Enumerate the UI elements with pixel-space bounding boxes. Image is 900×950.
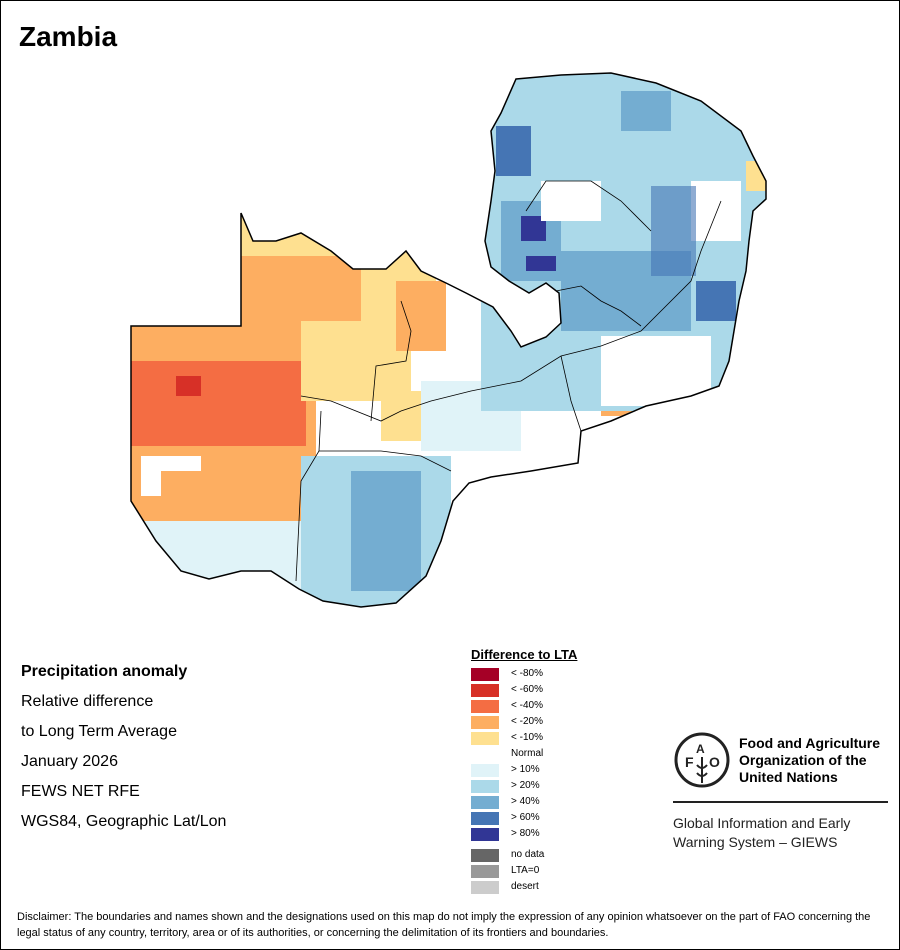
- svg-text:O: O: [709, 754, 720, 770]
- legend-swatch: [471, 795, 499, 809]
- legend-label: < -40%: [511, 700, 543, 711]
- legend-swatch: [471, 699, 499, 713]
- legend-swatch: [471, 827, 499, 841]
- disclaimer: Disclaimer: The boundaries and names sho…: [17, 911, 871, 939]
- info-line: to Long Term Average: [21, 723, 177, 740]
- legend-swatch: [471, 731, 499, 745]
- legend-label: < -60%: [511, 684, 543, 695]
- giews-line: Global Information and Early: [673, 815, 851, 831]
- legend-label: < -20%: [511, 716, 543, 727]
- info-line: FEWS NET RFE: [21, 783, 140, 800]
- legend-label: Normal: [511, 748, 544, 759]
- legend-label: no data: [511, 849, 545, 860]
- legend-item: > 60%: [471, 810, 577, 826]
- legend-item: no data: [471, 847, 577, 863]
- legend-item: < -10%: [471, 730, 577, 746]
- legend-swatch: [471, 667, 499, 681]
- map-title: Zambia: [19, 21, 118, 52]
- legend-swatch: [471, 715, 499, 729]
- info-heading: Precipitation anomaly: [21, 663, 188, 680]
- legend-item: > 10%: [471, 762, 577, 778]
- anomaly-raster: [131, 73, 766, 607]
- legend-item: > 20%: [471, 778, 577, 794]
- legend-label: > 40%: [511, 796, 540, 807]
- legend-swatch: [471, 880, 499, 894]
- legend-swatch: [471, 748, 499, 761]
- legend-item: > 80%: [471, 826, 577, 842]
- legend-label: > 20%: [511, 780, 540, 791]
- legend-label: > 10%: [511, 764, 540, 775]
- legend-label: > 80%: [511, 828, 540, 839]
- legend-swatch: [471, 848, 499, 862]
- legend-label: < -80%: [511, 668, 543, 679]
- map-info: Precipitation anomaly Relative differenc…: [21, 657, 226, 837]
- legend-item: > 40%: [471, 794, 577, 810]
- fao-name-line: Organization of the: [739, 752, 867, 768]
- legend-title: Difference to LTA: [471, 647, 578, 662]
- fao-name-line: Food and Agriculture: [739, 735, 881, 751]
- legend-label: > 60%: [511, 812, 540, 823]
- legend-item: desert: [471, 879, 577, 895]
- legend-label: desert: [511, 881, 539, 892]
- info-line: January 2026: [21, 753, 118, 770]
- divider: [673, 801, 888, 803]
- legend-item: < -40%: [471, 698, 577, 714]
- legend-item: < -80%: [471, 666, 577, 682]
- svg-text:A: A: [696, 742, 705, 756]
- info-line: WGS84, Geographic Lat/Lon: [21, 813, 227, 830]
- legend-item: LTA=0: [471, 863, 577, 879]
- fao-name: Food and Agriculture Organization of the…: [739, 735, 880, 786]
- legend-item: < -20%: [471, 714, 577, 730]
- giews-name: Global Information and Early Warning Sys…: [673, 814, 850, 852]
- legend-swatch: [471, 811, 499, 825]
- giews-line: Warning System – GIEWS: [673, 834, 838, 850]
- fao-name-line: United Nations: [739, 769, 838, 785]
- fao-emblem-icon: F A O: [674, 732, 730, 788]
- legend-swatch: [471, 763, 499, 777]
- fao-logo-block: F A O Food and Agriculture Organization …: [673, 731, 888, 850]
- legend-item: < -60%: [471, 682, 577, 698]
- svg-text:F: F: [685, 754, 694, 770]
- legend: Difference to LTA < -80% < -60% < -40% < -2…: [471, 647, 577, 895]
- legend-label: < -10%: [511, 732, 543, 743]
- legend-swatch: [471, 683, 499, 697]
- legend-label: LTA=0: [511, 865, 540, 876]
- province-boundaries: [295, 180, 722, 582]
- legend-item: Normal: [471, 746, 577, 762]
- zambia-anomaly-map: [130, 72, 767, 608]
- info-line: Relative difference: [21, 693, 154, 710]
- legend-swatch: [471, 779, 499, 793]
- legend-swatch: [471, 864, 499, 878]
